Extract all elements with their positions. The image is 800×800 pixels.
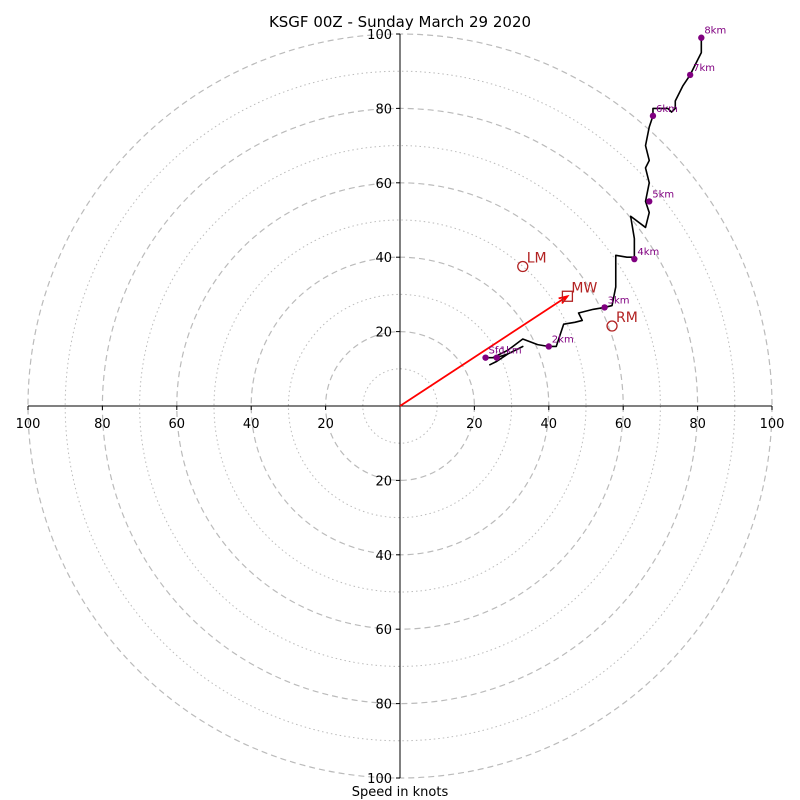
y-tick-label: 40 (375, 251, 392, 266)
height-marker-label: 3km (608, 295, 630, 306)
x-tick-label: 20 (466, 417, 483, 432)
height-marker (631, 255, 638, 263)
height-marker-label: 7km (693, 63, 715, 74)
y-tick-label: 20 (375, 474, 392, 489)
y-tick-label: 40 (375, 549, 392, 564)
height-marker-label: 5km (652, 189, 674, 200)
height-marker (482, 354, 489, 361)
chart-title: KSGF 00Z - Sunday March 29 2020 (269, 13, 531, 31)
height-marker-label: 8km (704, 26, 726, 37)
height-marker (649, 112, 657, 120)
height-marker (686, 71, 694, 79)
height-marker (545, 343, 552, 350)
x-tick-label: 80 (689, 417, 706, 432)
y-tick-label: 60 (375, 177, 392, 192)
y-tick-label: 100 (367, 28, 392, 43)
y-tick-label: 100 (367, 772, 392, 787)
x-tick-label: 20 (317, 417, 334, 432)
x-tick-label: 60 (615, 417, 632, 432)
height-marker (601, 304, 608, 311)
x-axis-label: Speed in knots (352, 785, 449, 800)
height-marker (646, 198, 653, 205)
y-tick-label: 80 (375, 102, 392, 117)
storm-motion-marker (517, 260, 529, 273)
y-tick-label: 80 (375, 698, 392, 713)
height-marker (698, 34, 705, 41)
height-marker-label: 6km (656, 104, 678, 115)
y-tick-label: 20 (375, 326, 392, 341)
height-marker-label: 2km (552, 334, 574, 345)
x-tick-label: 100 (16, 417, 41, 432)
storm-motion-marker (561, 290, 574, 302)
height-marker-label: 1km (500, 346, 522, 357)
tick-labels: 100 80 60 40 20 20 40 60 80 100 20 40 60 80 100 20 40 60 8… (16, 28, 785, 787)
x-tick-label: 40 (243, 417, 260, 432)
storm-motion-label: RM (616, 310, 638, 326)
x-tick-label: 60 (169, 417, 186, 432)
y-tick-label: 60 (375, 623, 392, 638)
storm-motion-label: LM (527, 251, 547, 267)
x-tick-label: 40 (541, 417, 558, 432)
height-marker-label: 4km (637, 247, 659, 258)
storm-motion-label: MW (571, 280, 597, 296)
x-tick-label: 100 (760, 417, 785, 432)
x-tick-label: 80 (94, 417, 111, 432)
mean-wind-vector (399, 295, 568, 407)
height-marker-label: Sfc (489, 346, 504, 357)
height-marker (493, 354, 500, 361)
storm-motion-marker (606, 320, 618, 332)
hodograph-trace (484, 37, 703, 366)
